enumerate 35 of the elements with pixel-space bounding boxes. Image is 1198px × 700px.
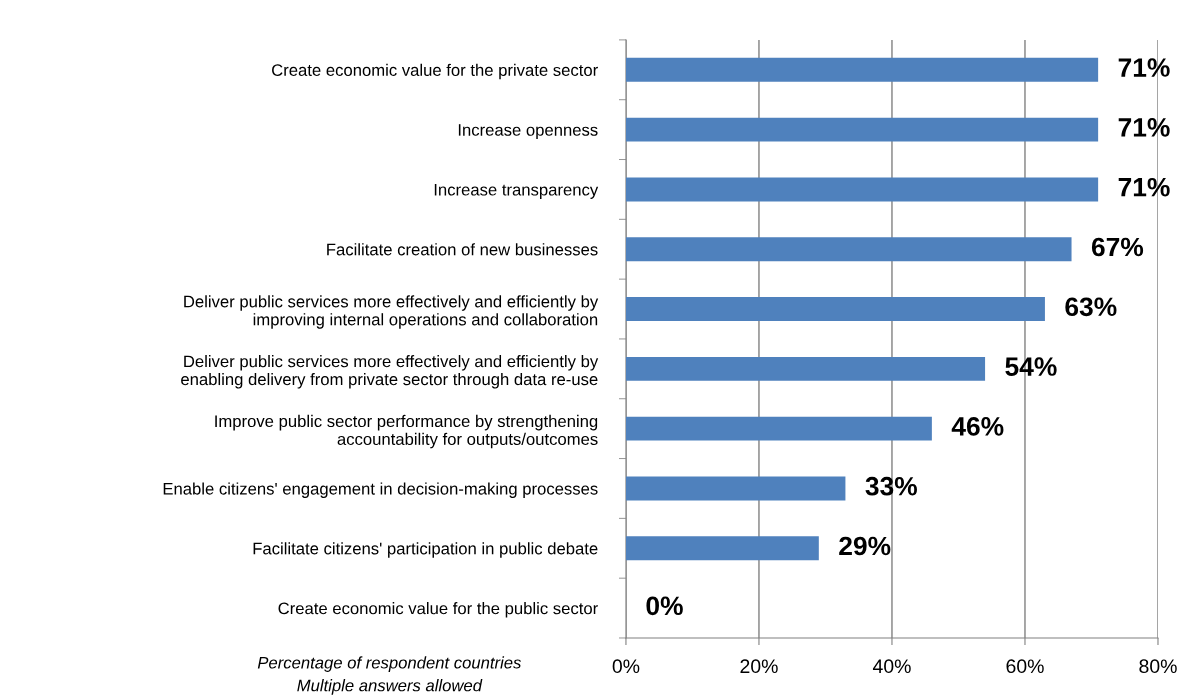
- y-tick-label: Enable citizens' engagement in decision-making processes: [163, 482, 598, 498]
- bar: [625, 177, 1099, 202]
- y-tick-label: Improve public sector performance by strengthening accountability for outputs/outcomes: [215, 414, 598, 449]
- x-tick-label: 80%: [1139, 659, 1177, 674]
- data-label: 63%: [1065, 297, 1117, 317]
- y-tick-label: Increase transparency: [434, 183, 599, 199]
- y-tick-label: Create economic value for the public sector: [278, 602, 598, 618]
- data-label: 71%: [1118, 177, 1170, 197]
- x-tick-label: 0%: [612, 659, 640, 674]
- y-tick-label: Increase openness: [458, 124, 598, 140]
- x-tick-label: 40%: [872, 659, 911, 674]
- bar: [625, 416, 932, 441]
- y-tick-label: Facilitate citizens' participation in public debate: [253, 542, 598, 558]
- data-label: 54%: [1005, 357, 1057, 376]
- text: Percentage of respondent countries Multiple answers allowed: [257, 656, 522, 695]
- y-tick-label: Facilitate creation of new businesses: [327, 243, 598, 256]
- bar: [625, 57, 1099, 82]
- y-tick-label: Deliver public services more effectively and efficiently by enabling delivery from private sector through data re-use: [181, 355, 599, 389]
- y-tick-label: Create economic value for the private sector: [272, 63, 598, 80]
- y-tick-label: Deliver public services more effectively and efficiently by improving internal operations and collaboration: [184, 295, 599, 329]
- data-label: 71%: [1118, 58, 1170, 77]
- bar: [625, 237, 1072, 262]
- data-label: 29%: [839, 536, 891, 556]
- data-label: 71%: [1118, 118, 1170, 137]
- bar: [625, 297, 1045, 321]
- data-label: 67%: [1091, 237, 1144, 257]
- x-tick-label: 20%: [740, 659, 778, 674]
- data-label: 33%: [865, 476, 917, 496]
- bar: [625, 476, 846, 501]
- x-tick-label: 60%: [1006, 659, 1044, 674]
- data-label: 46%: [951, 417, 1004, 436]
- data-label: 0%: [646, 596, 683, 616]
- bar: [625, 536, 819, 561]
- bar: [625, 117, 1099, 142]
- bar: [625, 356, 986, 381]
